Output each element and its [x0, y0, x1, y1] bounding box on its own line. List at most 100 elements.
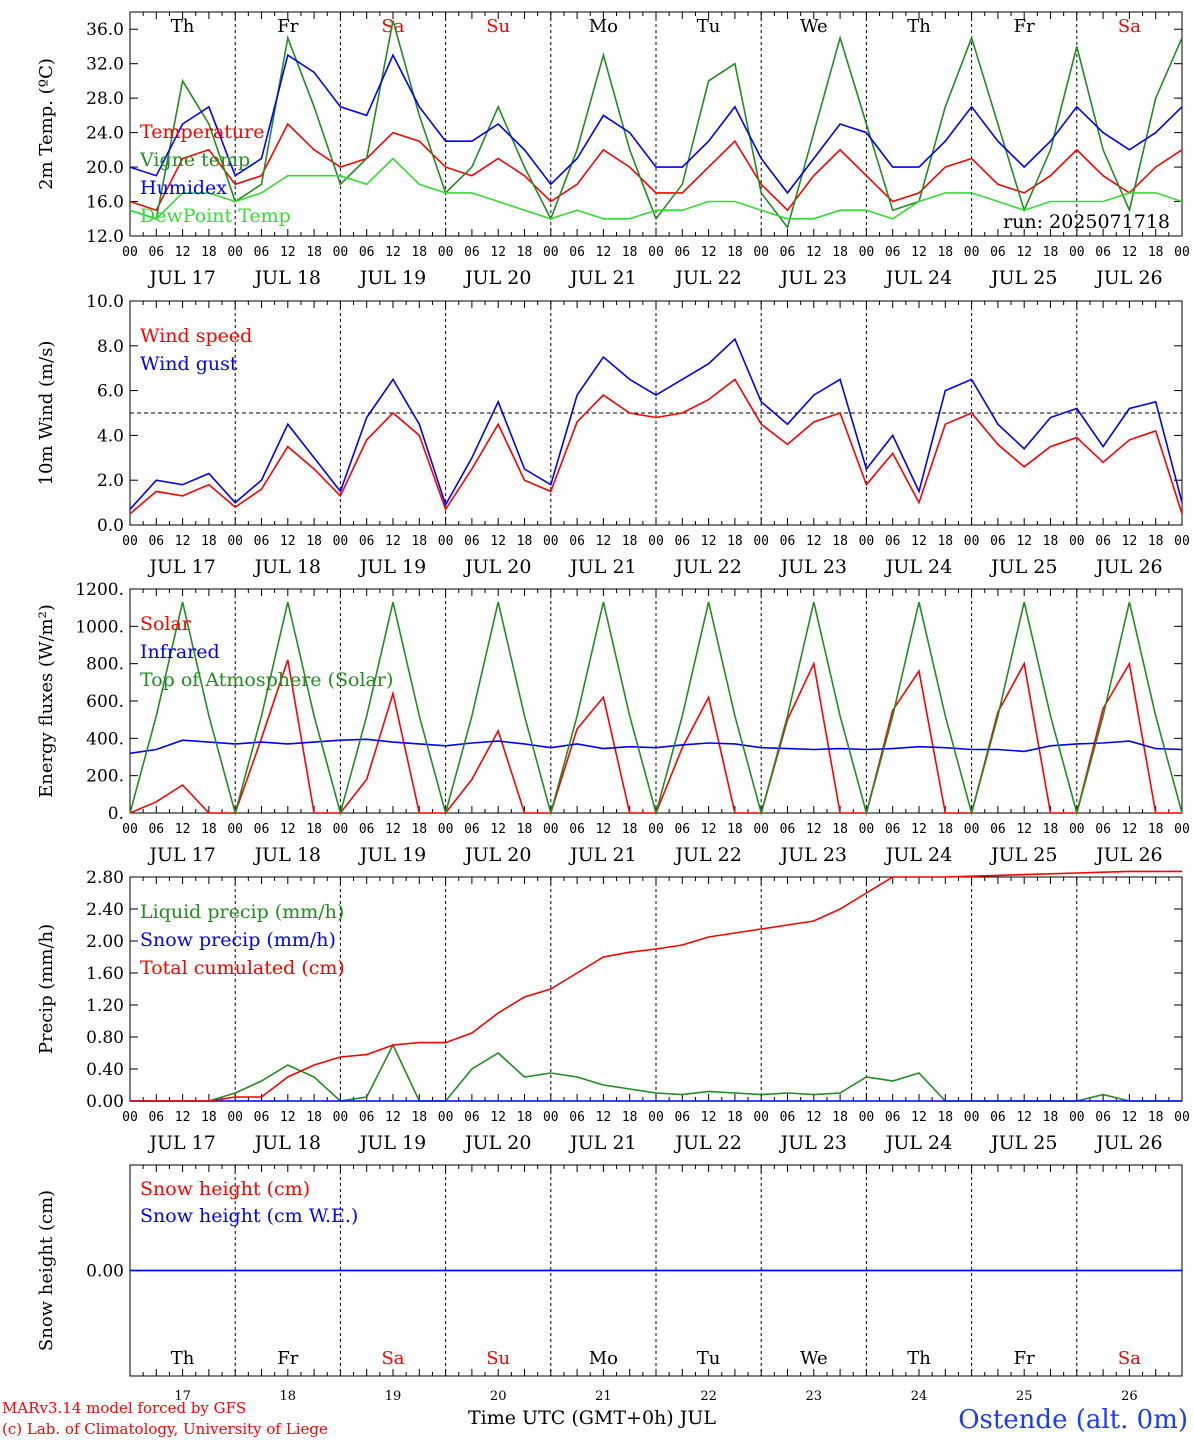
hour-tick-label: 12 — [490, 822, 506, 837]
hour-tick-label: 18 — [622, 245, 638, 260]
y-tick-label: 1200. — [75, 580, 124, 600]
weekday-label: Sa — [1118, 16, 1141, 37]
hour-tick-label: 12 — [911, 1110, 927, 1125]
hour-tick-label: 12 — [1122, 534, 1138, 549]
hour-tick-label: 12 — [175, 534, 191, 549]
hour-tick-label: 00 — [1069, 822, 1085, 837]
day-label: JUL 20 — [463, 844, 531, 866]
day-label: JUL 19 — [358, 844, 426, 866]
legend-entry: Humidex — [140, 177, 227, 199]
hour-tick-label: 06 — [990, 822, 1006, 837]
legend-entry: Wind gust — [140, 353, 238, 375]
y-tick-label: 1000. — [75, 617, 124, 637]
hour-tick-label: 00 — [122, 245, 138, 260]
day-label: JUL 21 — [568, 844, 636, 866]
hour-tick-label: 12 — [911, 534, 927, 549]
day-number-label: 20 — [490, 1389, 507, 1404]
day-label: JUL 24 — [884, 556, 952, 578]
day-label: JUL 19 — [358, 267, 426, 289]
hour-tick-label: 18 — [727, 1110, 743, 1125]
weekday-label: Fr — [1014, 16, 1035, 37]
hour-tick-label: 06 — [780, 1110, 796, 1125]
hour-tick-label: 06 — [885, 1110, 901, 1125]
hour-tick-label: 06 — [674, 822, 690, 837]
day-label: JUL 20 — [463, 556, 531, 578]
hour-tick-label: 18 — [517, 534, 533, 549]
hour-tick-label: 00 — [753, 822, 769, 837]
y-tick-label: 0.00 — [86, 1262, 124, 1282]
hour-tick-label: 06 — [359, 534, 375, 549]
hour-tick-label: 00 — [1174, 822, 1190, 837]
y-tick-label: 20.0 — [86, 158, 124, 178]
hour-tick-label: 18 — [1043, 245, 1059, 260]
hour-tick-label: 18 — [937, 245, 953, 260]
day-label: JUL 26 — [1094, 267, 1162, 289]
hour-tick-label: 06 — [569, 822, 585, 837]
day-label: JUL 24 — [884, 844, 952, 866]
day-label: JUL 25 — [989, 556, 1057, 578]
y-axis-label: Energy fluxes (W/m²) — [36, 604, 57, 798]
legend-entry: Snow precip (mm/h) — [140, 929, 336, 951]
hour-tick-label: 12 — [911, 245, 927, 260]
hour-tick-label: 12 — [806, 1110, 822, 1125]
hour-tick-label: 00 — [964, 534, 980, 549]
hour-tick-label: 12 — [701, 1110, 717, 1125]
hour-tick-label: 00 — [438, 534, 454, 549]
y-tick-label: 8.0 — [97, 337, 124, 357]
day-label: JUL 26 — [1094, 556, 1162, 578]
weekday-label: Fr — [277, 16, 298, 37]
y-tick-label: 1.20 — [86, 996, 124, 1016]
y-tick-label: 36.0 — [86, 20, 124, 40]
hour-tick-label: 18 — [201, 1110, 217, 1125]
hour-tick-label: 00 — [964, 245, 980, 260]
hour-tick-label: 00 — [1069, 534, 1085, 549]
legend-entry: Total cumulated (cm) — [140, 957, 345, 979]
series-wind-speed — [129, 378, 1183, 515]
series-humidex — [129, 53, 1183, 195]
day-label: JUL 22 — [673, 1132, 741, 1154]
hour-tick-label: 18 — [411, 534, 427, 549]
y-tick-label: 0.00 — [86, 1092, 124, 1112]
hour-tick-label: 12 — [490, 245, 506, 260]
hour-tick-label: 18 — [306, 822, 322, 837]
day-label: JUL 21 — [568, 1132, 636, 1154]
y-tick-label: 2.80 — [86, 868, 124, 888]
weekday-label: Th — [907, 16, 931, 37]
hour-tick-label: 12 — [1122, 822, 1138, 837]
hour-tick-label: 18 — [727, 534, 743, 549]
y-tick-label: 16.0 — [86, 193, 124, 213]
hour-tick-label: 12 — [1016, 245, 1032, 260]
hour-tick-label: 18 — [411, 1110, 427, 1125]
weekday-label: Sa — [381, 1348, 404, 1369]
y-tick-label: 32.0 — [86, 55, 124, 75]
hour-tick-label: 06 — [674, 534, 690, 549]
hour-tick-label: 00 — [333, 534, 349, 549]
hour-tick-label: 18 — [201, 822, 217, 837]
y-tick-label: 0. — [108, 804, 124, 824]
day-number-label: 21 — [595, 1389, 612, 1404]
day-label: JUL 19 — [358, 1132, 426, 1154]
y-tick-label: 28.0 — [86, 89, 124, 109]
hour-tick-label: 12 — [701, 534, 717, 549]
hour-tick-label: 00 — [1069, 1110, 1085, 1125]
day-label: JUL 18 — [253, 1132, 321, 1154]
run-label: run: 2025071718 — [1003, 211, 1170, 233]
hour-tick-label: 18 — [1043, 1110, 1059, 1125]
hour-tick-label: 00 — [859, 1110, 875, 1125]
day-number-label: 23 — [806, 1389, 823, 1404]
y-tick-label: 2.0 — [97, 471, 124, 491]
hour-tick-label: 00 — [438, 245, 454, 260]
hour-tick-label: 00 — [1069, 245, 1085, 260]
hour-tick-label: 06 — [1095, 1110, 1111, 1125]
y-tick-label: 6.0 — [97, 382, 124, 402]
hour-tick-label: 12 — [596, 245, 612, 260]
hour-tick-label: 06 — [359, 245, 375, 260]
hour-tick-label: 12 — [385, 245, 401, 260]
hour-tick-label: 06 — [464, 245, 480, 260]
series-dewpoint-temp — [129, 157, 1183, 220]
hour-tick-label: 06 — [1095, 822, 1111, 837]
hour-tick-label: 00 — [438, 1110, 454, 1125]
hour-tick-label: 18 — [201, 534, 217, 549]
station-title: Ostende (alt. 0m) — [958, 1405, 1188, 1435]
